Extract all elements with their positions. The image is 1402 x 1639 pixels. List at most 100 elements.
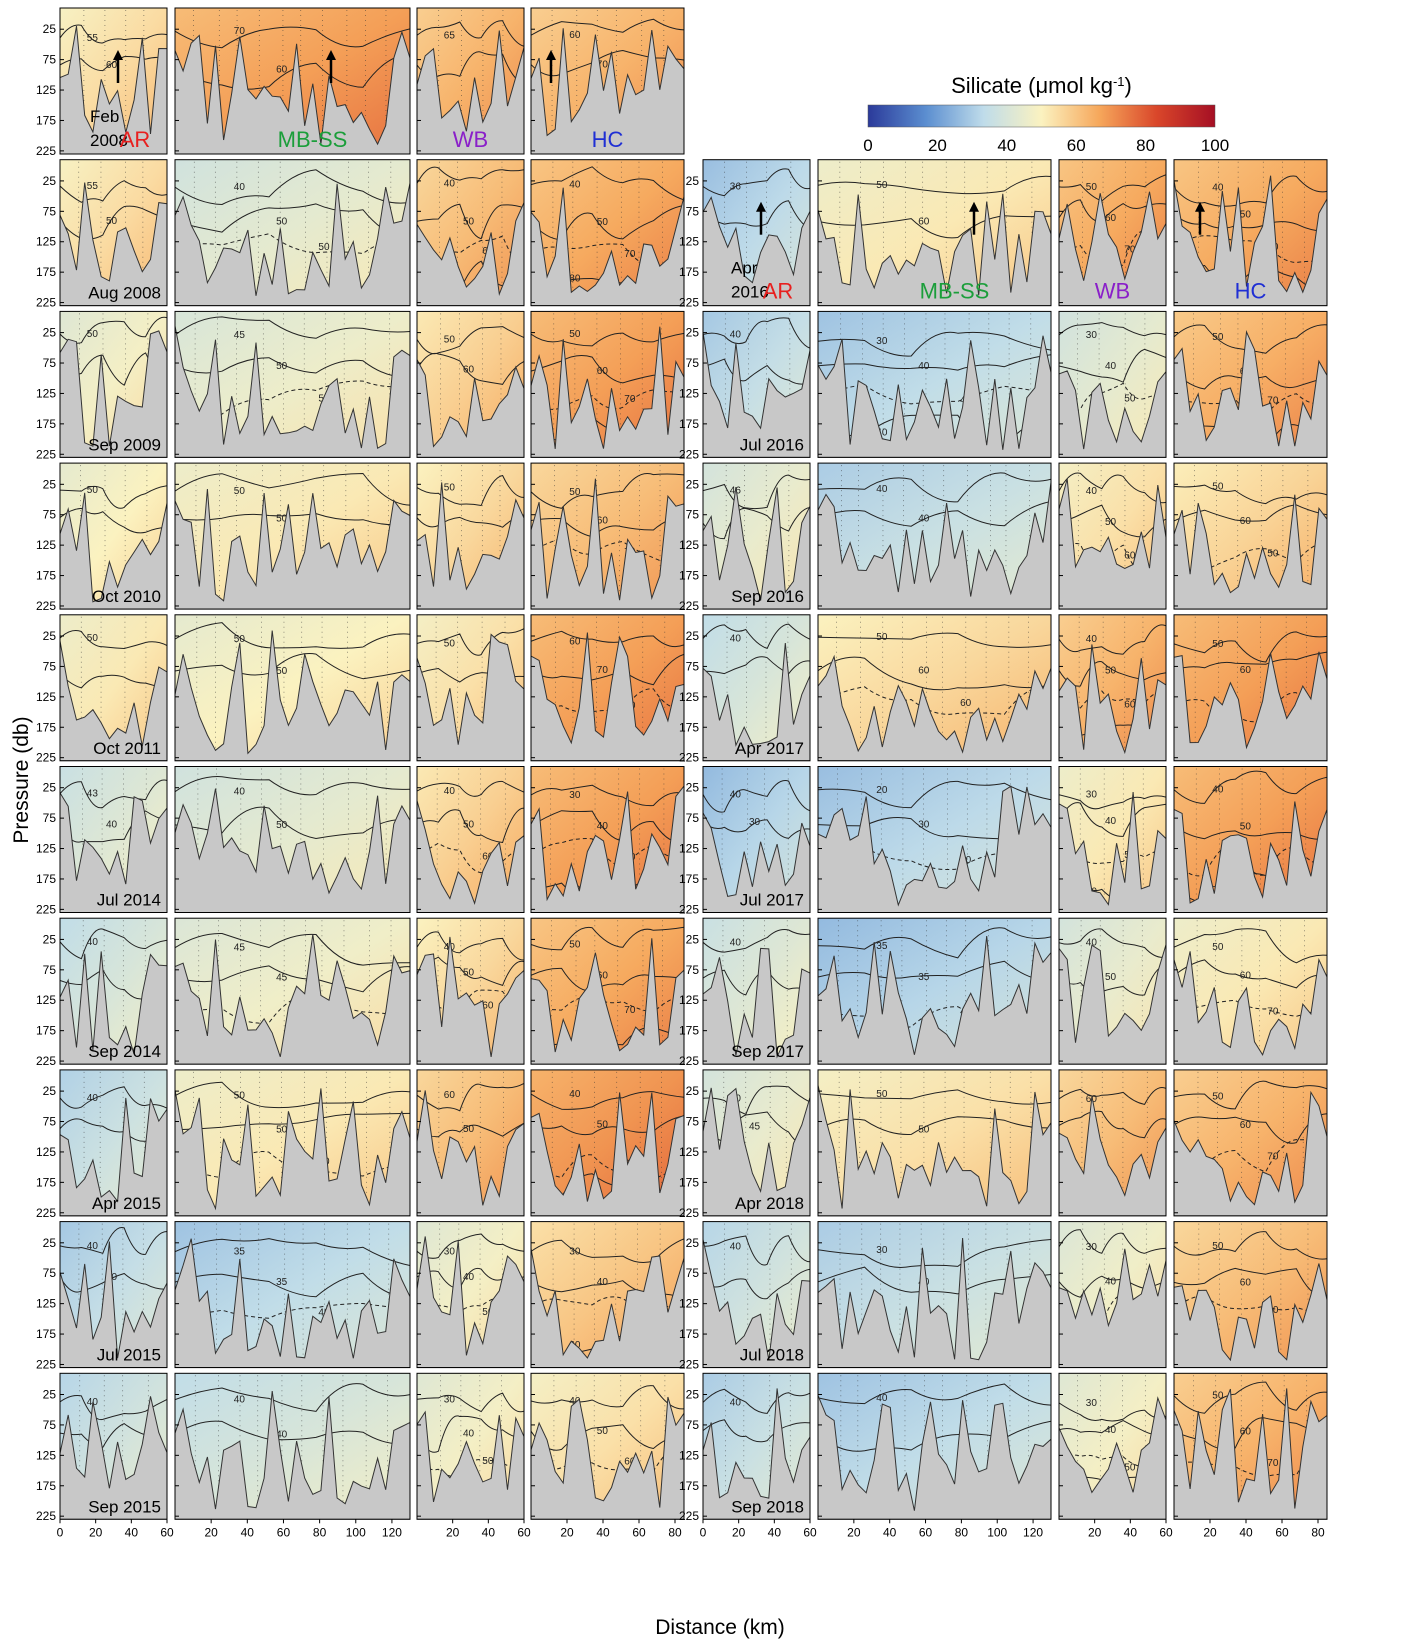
y-tick-label: 75 [686, 356, 700, 370]
arrow-head [326, 50, 336, 60]
contour-label: 50 [597, 1120, 609, 1131]
bathymetry [818, 654, 1051, 761]
bathymetry [417, 633, 524, 761]
contour-label: 35 [234, 1247, 246, 1258]
contour-line [531, 1385, 684, 1410]
contour-label: 50 [597, 1426, 609, 1437]
contour-line [175, 1302, 410, 1319]
contour-label: 50 [276, 361, 288, 372]
y-tick-label: 175 [36, 265, 56, 279]
y-tick-label: 75 [43, 659, 57, 673]
bathymetry [175, 1238, 410, 1368]
bathymetry [417, 482, 524, 610]
y-tick-label: 25 [43, 781, 57, 795]
y-tick-label: 75 [43, 356, 57, 370]
section-date-label: Jul 2016 [740, 435, 804, 454]
y-tick-label: 175 [679, 569, 699, 583]
section-panel: 40 50 50 [174, 159, 411, 307]
contour-label: 40 [918, 513, 930, 524]
contour-label: 50 [1124, 1463, 1136, 1474]
contour-label: 70 [234, 26, 246, 37]
section-panel: 40 50 [174, 766, 411, 913]
x-tick-label: 60 [632, 1525, 646, 1539]
contour-line [60, 485, 167, 509]
y-tick-label: 25 [43, 629, 57, 643]
panel-frame [702, 462, 811, 610]
contour-label: 50 [1240, 209, 1252, 220]
contour-line [531, 18, 684, 36]
y-tick-label: 125 [679, 690, 699, 704]
y-tick-label: 25 [43, 932, 57, 946]
panel-frame [530, 917, 685, 1065]
contour-label: 50 [569, 329, 581, 340]
panel-frame [1058, 310, 1167, 458]
contour-line [531, 473, 684, 509]
contour-line [703, 200, 810, 230]
panel-frame [817, 1221, 1052, 1369]
x-tick-label: 60 [803, 1525, 817, 1539]
section-date-month: Apr [731, 259, 758, 278]
contour-label: 40 [1212, 182, 1224, 193]
colorbar-tick-label: 80 [1136, 136, 1155, 155]
contour-line [818, 656, 1051, 691]
contour-label: 40 [597, 821, 609, 832]
section-date-label: Sep 2015 [88, 1497, 161, 1516]
contour-line [818, 1006, 1051, 1029]
panel-frame [817, 462, 1052, 610]
y-tick-label: 25 [686, 1084, 700, 1098]
contour-label: 60 [597, 970, 609, 981]
panel-frame [1173, 917, 1328, 1065]
bathymetry [417, 359, 524, 458]
contour-label: 40 [1086, 634, 1098, 645]
contour-line [703, 623, 810, 650]
contour-line [818, 331, 1051, 357]
panel-frame [59, 7, 168, 155]
y-tick-label: 125 [36, 993, 56, 1007]
panel-frame [1173, 159, 1328, 307]
contour-label: 40 [1086, 486, 1098, 497]
contour-label: 50 [1267, 549, 1279, 560]
y-tick-label: 75 [43, 963, 57, 977]
section-panel: 30 40 50 [416, 1372, 525, 1520]
y-tick-label: 225 [36, 1054, 56, 1068]
y-tick-label: 25 [43, 1236, 57, 1250]
region-label-hc: HC [1235, 279, 1267, 304]
colorbar-tick-label: 0 [863, 136, 872, 155]
contour-label: 50 [1212, 1092, 1224, 1103]
section-panel: 55 60 25 75 125 175 225 [36, 7, 168, 158]
contour-label: 30 [569, 790, 581, 801]
panel-frame [174, 917, 411, 1065]
x-tick-label: 40 [1239, 1525, 1253, 1539]
x-tick-label: 60 [277, 1525, 291, 1539]
x-tick-label: 40 [768, 1525, 782, 1539]
panel-frame [174, 7, 411, 155]
contour-label: 50 [569, 487, 581, 498]
y-tick-label: 125 [36, 690, 56, 704]
contour-label: 70 [1124, 244, 1136, 255]
contour-line [703, 317, 810, 349]
panel-frame [174, 462, 411, 610]
section-date-label: Aug 2008 [88, 284, 161, 303]
contour-label: 45 [234, 330, 246, 341]
panel-frame [416, 310, 525, 458]
contour-label: 70 [1267, 395, 1279, 406]
section-date-year: 2016 [731, 283, 769, 302]
contour-label: 40 [444, 178, 456, 189]
section-panel: 40 25 75 125 175 225 [679, 1221, 811, 1371]
x-tick-label: 80 [313, 1525, 327, 1539]
y-tick-label: 225 [36, 144, 56, 158]
contour-line [60, 1086, 167, 1109]
arrow-head [113, 50, 123, 60]
y-tick-label: 75 [43, 1266, 57, 1280]
contour-label: 40 [569, 1396, 581, 1407]
contour-line [175, 1238, 410, 1266]
panel-frame [416, 7, 525, 155]
y-tick-label: 25 [43, 477, 57, 491]
bathymetry [818, 193, 1051, 306]
bathymetry [703, 1388, 810, 1520]
bathymetry [60, 791, 167, 913]
